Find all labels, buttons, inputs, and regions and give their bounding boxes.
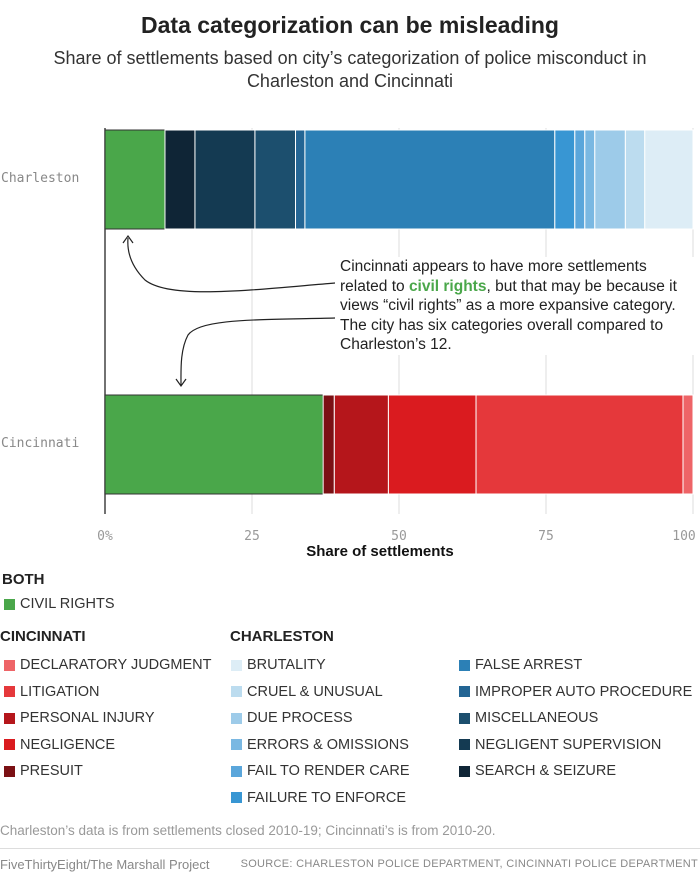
bar-segment-failure-to-enforce <box>554 129 576 230</box>
bar-segment-civil-rights <box>104 129 166 230</box>
legend-swatch <box>231 686 242 698</box>
legend-label: FALSE ARREST <box>475 657 583 674</box>
legend-label: PERSONAL INJURY <box>20 710 155 727</box>
bar-segment-civil-rights <box>104 394 324 495</box>
x-axis-title: Share of settlements <box>306 543 454 560</box>
legend-swatch <box>231 739 242 751</box>
bar-segment-brutality <box>644 129 694 230</box>
chart-title: Data categorization can be misleading <box>141 12 559 38</box>
legend-label: PRESUIT <box>20 763 83 780</box>
legend-swatch <box>231 765 242 777</box>
footer-source: SOURCE: CHARLESTON POLICE DEPARTMENT, CI… <box>240 858 698 870</box>
legend-swatch <box>4 739 15 751</box>
legend-swatch <box>4 686 15 698</box>
legend-label: BRUTALITY <box>247 657 326 674</box>
legend-label: CRUEL & UNUSUAL <box>247 683 383 700</box>
legend-swatch <box>231 792 242 804</box>
bar-segment-declaratory-judgment <box>682 394 694 495</box>
legend-swatch <box>459 659 470 671</box>
annotation-arrow-cincinnati <box>180 317 336 386</box>
annotation-text: Cincinnati appears to have more settleme… <box>340 258 647 295</box>
bar-segment-presuit <box>322 394 335 495</box>
legend-swatch <box>231 712 242 724</box>
legend-label: MISCELLANEOUS <box>475 710 599 727</box>
legend-item: BRUTALITY <box>231 652 410 679</box>
bar-segment-cruel-unusual <box>624 129 646 230</box>
legend-label: FAIL TO RENDER CARE <box>247 763 410 780</box>
legend-swatch <box>4 712 15 724</box>
bar-segment-litigation <box>475 394 684 495</box>
legend-item: FAIL TO RENDER CARE <box>231 758 410 785</box>
legend-swatch <box>459 765 470 777</box>
legend-swatch <box>459 712 470 724</box>
bar-segment-due-process <box>594 129 626 230</box>
bar-segment-personal-injury <box>333 394 389 495</box>
legend-heading-charleston: CHARLESTON <box>230 628 334 645</box>
bar-segment-improper-auto-procedure <box>295 129 306 230</box>
legend-item: DECLARATORY JUDGMENT <box>4 652 212 679</box>
legend-swatch <box>459 686 470 698</box>
stacked-bar-chart: 0% 25 50 75 100 <box>97 128 696 544</box>
legend-swatch <box>4 659 15 671</box>
legend-item: FALSE ARREST <box>459 652 692 679</box>
legend-item: SEARCH & SEIZURE <box>459 758 692 785</box>
bar-segment-miscellaneous <box>254 129 297 230</box>
legend-item: DUE PROCESS <box>231 705 410 732</box>
legend-label: CIVIL RIGHTS <box>20 596 115 612</box>
legend-charleston-col1: BRUTALITY CRUEL & UNUSUAL DUE PROCESS ERROR… <box>231 652 410 811</box>
x-tick-label: 50 <box>391 529 407 544</box>
legend-item: NEGLIGENCE <box>4 732 212 759</box>
legend-item: NEGLIGENT SUPERVISION <box>459 732 692 759</box>
legend-item: FAILURE TO ENFORCE <box>231 785 410 812</box>
bar-segment-false-arrest <box>304 129 556 230</box>
legend-item: CRUEL & UNUSUAL <box>231 679 410 706</box>
legend-swatch <box>231 659 242 671</box>
x-tick-label: 75 <box>538 529 554 544</box>
bar-segment-fail-to-render-care <box>574 129 586 230</box>
x-tick-label: 100 <box>672 529 695 544</box>
legend-swatch <box>459 739 470 751</box>
legend-cincinnati: DECLARATORY JUDGMENT LITIGATION PERSONAL I… <box>4 652 212 785</box>
annotation: Cincinnati appears to have more settleme… <box>340 257 695 355</box>
legend-swatch <box>4 598 15 610</box>
legend-label: NEGLIGENT SUPERVISION <box>475 736 662 753</box>
legend-heading-both: BOTH <box>2 571 45 588</box>
bar-segment-negligent-supervision <box>194 129 256 230</box>
footer-credit: FiveThirtyEight/The Marshall Project <box>0 857 210 872</box>
legend-label: DUE PROCESS <box>247 710 353 727</box>
legend-label: LITIGATION <box>20 683 100 700</box>
legend-label: SEARCH & SEIZURE <box>475 763 616 780</box>
legend-swatch <box>4 765 15 777</box>
bar-segment-search-seizure <box>164 129 196 230</box>
legend-label: DECLARATORY JUDGMENT <box>20 657 212 674</box>
footer-divider <box>0 848 700 849</box>
legend-item: MISCELLANEOUS <box>459 705 692 732</box>
row-label-charleston: Charleston <box>1 171 80 186</box>
legend-heading-cincinnati: CINCINNATI <box>0 628 86 645</box>
legend-label: ERRORS & OMISSIONS <box>247 736 409 753</box>
annotation-highlight: civil rights <box>408 277 487 295</box>
x-tick-label: 0% <box>97 529 113 544</box>
row-label-cincinnati: Cincinnati <box>1 436 80 451</box>
legend-item: IMPROPER AUTO PROCEDURE <box>459 679 692 706</box>
x-tick-label: 25 <box>244 529 260 544</box>
bar-segment-negligence <box>387 394 477 495</box>
chart-subtitle: Share of settlements based on city’s cat… <box>53 48 647 91</box>
footnote: Charleston’s data is from settlements cl… <box>0 823 496 838</box>
bar-segment-errors-omissions <box>584 129 596 230</box>
legend-label: NEGLIGENCE <box>20 736 116 753</box>
legend-both: CIVIL RIGHTS <box>4 595 115 613</box>
legend-item: PERSONAL INJURY <box>4 705 212 732</box>
legend-item: LITIGATION <box>4 679 212 706</box>
legend-label: FAILURE TO ENFORCE <box>247 789 406 806</box>
arrowhead-icon <box>175 378 187 388</box>
annotation-arrow-charleston <box>127 237 336 293</box>
legend-charleston-col2: FALSE ARREST IMPROPER AUTO PROCEDURE MISCE… <box>459 652 692 785</box>
annotation-text-end: , but that may be because it views “civi… <box>340 277 677 354</box>
legend-item: ERRORS & OMISSIONS <box>231 732 410 759</box>
legend-item: PRESUIT <box>4 758 212 785</box>
arrowhead-icon <box>122 234 134 244</box>
legend-label: IMPROPER AUTO PROCEDURE <box>475 683 693 700</box>
legend-item: CIVIL RIGHTS <box>4 595 115 613</box>
